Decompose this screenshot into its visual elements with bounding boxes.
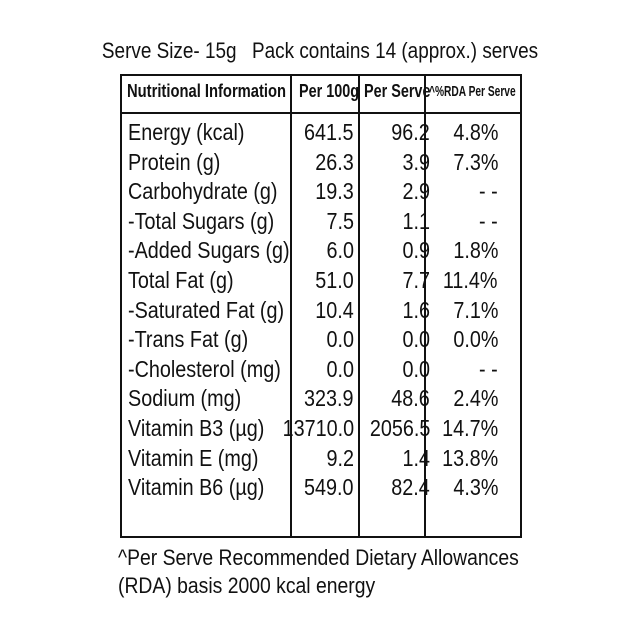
rda-value: 13.8%	[441, 444, 498, 471]
header-per-100g: Per 100g	[299, 81, 360, 101]
rda-value: - -	[479, 178, 498, 205]
per-100g-value: 7.5	[326, 207, 354, 234]
nutrient-name: -Trans Fat (g)	[128, 326, 249, 353]
rda-value: - -	[479, 355, 498, 382]
rda-value: 14.7%	[441, 415, 498, 441]
table-row: -Total Sugars (g) 7.5 1.1 - -	[122, 207, 520, 236]
serve-size: Serve Size- 15g	[101, 38, 237, 63]
table-row: -Trans Fat (g) 0.0 0.0 0.0%	[122, 325, 520, 354]
nutrient-name: -Cholesterol (mg)	[128, 355, 281, 382]
header-rda-per-serve: ^%RDA Per Serve	[429, 83, 516, 100]
per-serve-value: 0.9	[402, 237, 430, 264]
per-100g-value: 9.2	[326, 444, 354, 471]
table-row: Protein (g) 26.3 3.9 7.3%	[122, 148, 520, 177]
nutrient-name: -Total Sugars (g)	[128, 207, 275, 234]
per-100g-value: 549.0	[304, 474, 354, 501]
per-serve-value: 1.4	[402, 444, 430, 471]
per-serve-value: 82.4	[391, 474, 430, 501]
header-divider	[122, 112, 520, 114]
per-serve-value: 0.0	[402, 326, 430, 353]
nutrient-name: Vitamin E (mg)	[128, 444, 259, 471]
per-serve-value: 0.0	[402, 355, 430, 382]
footnote: ^Per Serve Recommended Dietary Allowance…	[118, 544, 519, 600]
nutrient-name: -Saturated Fat (g)	[128, 296, 285, 323]
per-serve-value: 1.1	[402, 207, 430, 234]
table-row: Carbohydrate (g) 19.3 2.9 - -	[122, 177, 520, 206]
table-row: Sodium (mg) 323.9 48.6 2.4%	[122, 384, 520, 413]
rda-value: 1.8%	[452, 237, 498, 264]
table-row: -Added Sugars (g) 6.0 0.9 1.8%	[122, 236, 520, 265]
header-nutritional-information: Nutritional Information	[127, 81, 287, 101]
rda-value: 4.8%	[452, 119, 498, 145]
nutrient-name: Vitamin B3 (µg)	[128, 415, 265, 441]
nutrient-name: Sodium (mg)	[128, 385, 242, 412]
per-100g-value: 13710.0	[282, 415, 354, 441]
table-row: -Saturated Fat (g) 10.4 1.6 7.1%	[122, 296, 520, 325]
nutrition-table: Nutritional Information Per 100g Per Ser…	[120, 74, 522, 538]
per-100g-value: 641.5	[304, 119, 354, 145]
footnote-line-1: ^Per Serve Recommended Dietary Allowance…	[118, 545, 519, 570]
table-row: Vitamin B6 (µg) 549.0 82.4 4.3%	[122, 473, 520, 502]
pack-info: Pack contains 14 (approx.) serves	[252, 38, 539, 63]
per-100g-value: 0.0	[326, 355, 354, 382]
per-serve-value: 96.2	[391, 119, 430, 145]
per-serve-value: 2056.5	[369, 415, 430, 441]
column-divider	[290, 76, 292, 536]
table-row: Total Fat (g) 51.0 7.7 11.4%	[122, 266, 520, 295]
nutrient-name: Energy (kcal)	[128, 119, 245, 145]
table-row: Vitamin B3 (µg) 13710.0 2056.5 14.7%	[122, 414, 520, 443]
nutrient-name: Protein (g)	[128, 148, 221, 175]
per-100g-value: 26.3	[315, 148, 354, 175]
rda-value: - -	[479, 207, 498, 234]
per-100g-value: 6.0	[326, 237, 354, 264]
nutrient-name: Vitamin B6 (µg)	[128, 474, 265, 501]
per-serve-value: 3.9	[402, 148, 430, 175]
per-100g-value: 323.9	[304, 385, 354, 412]
per-serve-value: 2.9	[402, 178, 430, 205]
rda-value: 2.4%	[452, 385, 498, 412]
rda-value: 0.0%	[452, 326, 498, 353]
per-100g-value: 51.0	[315, 267, 354, 293]
per-serve-value: 7.7	[402, 267, 430, 293]
per-serve-value: 48.6	[391, 385, 430, 412]
table-row: Vitamin E (mg) 9.2 1.4 13.8%	[122, 444, 520, 473]
column-divider	[358, 76, 360, 536]
per-serve-value: 1.6	[402, 296, 430, 323]
rda-value: 4.3%	[452, 474, 498, 501]
serve-size-line: Serve Size- 15g Pack contains 14 (approx.…	[45, 38, 595, 64]
table-row: Energy (kcal) 641.5 96.2 4.8%	[122, 118, 520, 147]
per-100g-value: 0.0	[326, 326, 354, 353]
header-per-serve: Per Serve	[364, 81, 431, 101]
rda-value: 7.1%	[452, 296, 498, 323]
per-100g-value: 10.4	[315, 296, 354, 323]
rda-value: 7.3%	[452, 148, 498, 175]
table-row: -Cholesterol (mg) 0.0 0.0 - -	[122, 355, 520, 384]
footnote-line-2: (RDA) basis 2000 kcal energy	[118, 573, 376, 598]
nutrient-name: Carbohydrate (g)	[128, 178, 278, 205]
per-100g-value: 19.3	[315, 178, 354, 205]
nutrient-name: -Added Sugars (g)	[128, 237, 290, 264]
rda-value: 11.4%	[443, 267, 498, 293]
column-divider	[424, 76, 426, 536]
nutrient-name: Total Fat (g)	[128, 267, 234, 293]
